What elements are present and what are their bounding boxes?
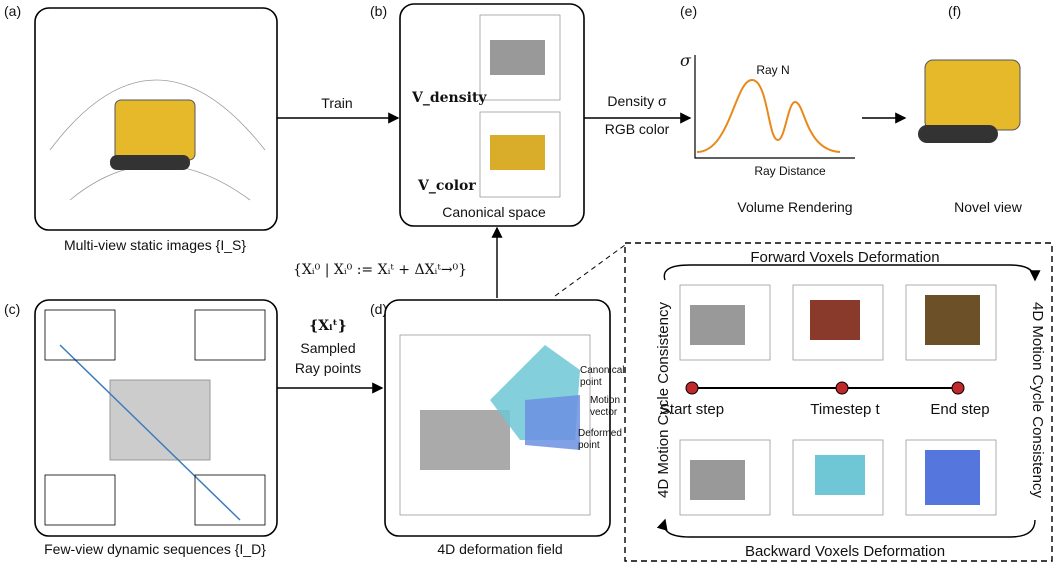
- annotation: Motion: [590, 395, 620, 406]
- voxel-model: [490, 40, 545, 75]
- arrow-label: {Xᵢᵗ}: [309, 318, 346, 334]
- cycle-arrow: [656, 518, 1036, 538]
- grid-label: V_color: [417, 178, 476, 194]
- step-label: Timestep t: [810, 401, 880, 418]
- timeline-dot: [951, 381, 965, 395]
- plot-axes: [694, 55, 855, 159]
- camera-view: [44, 474, 116, 526]
- voxel-cube: [479, 111, 561, 198]
- detail-label: 4D Motion Cycle Consistency: [1029, 302, 1046, 498]
- panel-label: (a): [4, 3, 21, 19]
- step-label: End step: [930, 401, 989, 418]
- arrow-label: Sampled: [300, 340, 355, 356]
- grid-label: V_density: [411, 90, 487, 106]
- point-cloud: [109, 379, 211, 461]
- arrow-label: RGB color: [605, 121, 670, 137]
- detail-box: [624, 242, 1053, 562]
- camera-view: [194, 474, 266, 526]
- camera-view: [194, 309, 266, 361]
- caption: 4D deformation field: [437, 541, 562, 557]
- axis-label: Ray Distance: [754, 164, 826, 178]
- bulldozer: [918, 125, 998, 143]
- curve-label: Ray N: [756, 63, 789, 77]
- axis-label: σ: [680, 51, 692, 70]
- detail-label: Backward Voxels Deformation: [745, 543, 945, 560]
- annotation: Deformed: [578, 428, 622, 439]
- timeline-dot: [685, 381, 699, 395]
- annotation: vector: [590, 407, 618, 418]
- panel-label: (b): [370, 3, 387, 19]
- voxel-cube: [399, 334, 591, 516]
- annotation: point: [578, 440, 600, 451]
- caption: Canonical space: [442, 204, 546, 220]
- voxel-cube: [479, 14, 561, 101]
- formula: {Xᵢ⁰ | Xᵢ⁰ := Xᵢᵗ + ΔXᵢᵗ→⁰}: [293, 262, 467, 278]
- detail-label: 4D Motion Cycle Consistency: [655, 302, 672, 498]
- bulldozer: [114, 99, 196, 161]
- caption: Novel view: [954, 199, 1023, 215]
- caption: Multi-view static images {I_S}: [64, 237, 246, 253]
- arrow-label: Density σ: [607, 93, 667, 109]
- voxel-model: [420, 410, 510, 470]
- panel-label: (c): [4, 301, 20, 317]
- panel-label: (e): [680, 3, 697, 19]
- density-curve: [696, 78, 841, 153]
- caption: Volume Rendering: [737, 199, 852, 215]
- arrow-label: Train: [321, 95, 352, 111]
- camera-arc: [49, 79, 266, 151]
- bulldozer: [110, 155, 190, 170]
- cycle-arrow: [663, 264, 1041, 282]
- zoom-line: [554, 244, 626, 297]
- detail-label: Forward Voxels Deformation: [750, 249, 939, 266]
- deformed-voxels: [525, 395, 580, 450]
- panel-label: (f): [948, 3, 961, 19]
- annotation: point: [580, 377, 602, 388]
- camera-view: [44, 309, 116, 361]
- panel-label: (d): [370, 301, 387, 317]
- step-label: Start step: [660, 401, 724, 418]
- annotation: Canonical: [580, 365, 624, 376]
- voxel-model: [490, 135, 545, 170]
- voxel-thumbnails: [679, 284, 997, 516]
- timeline-dot: [835, 381, 849, 395]
- arrow-label: Ray points: [295, 360, 361, 376]
- ray: [59, 344, 241, 521]
- bulldozer: [924, 59, 1021, 131]
- caption: Few-view dynamic sequences {I_D}: [44, 541, 266, 557]
